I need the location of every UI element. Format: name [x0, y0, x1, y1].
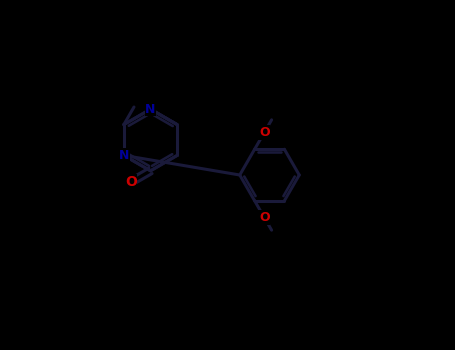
Text: O: O: [259, 211, 269, 224]
Text: N: N: [119, 149, 129, 162]
Text: O: O: [125, 175, 137, 189]
Text: O: O: [259, 126, 269, 139]
Text: N: N: [145, 103, 156, 116]
